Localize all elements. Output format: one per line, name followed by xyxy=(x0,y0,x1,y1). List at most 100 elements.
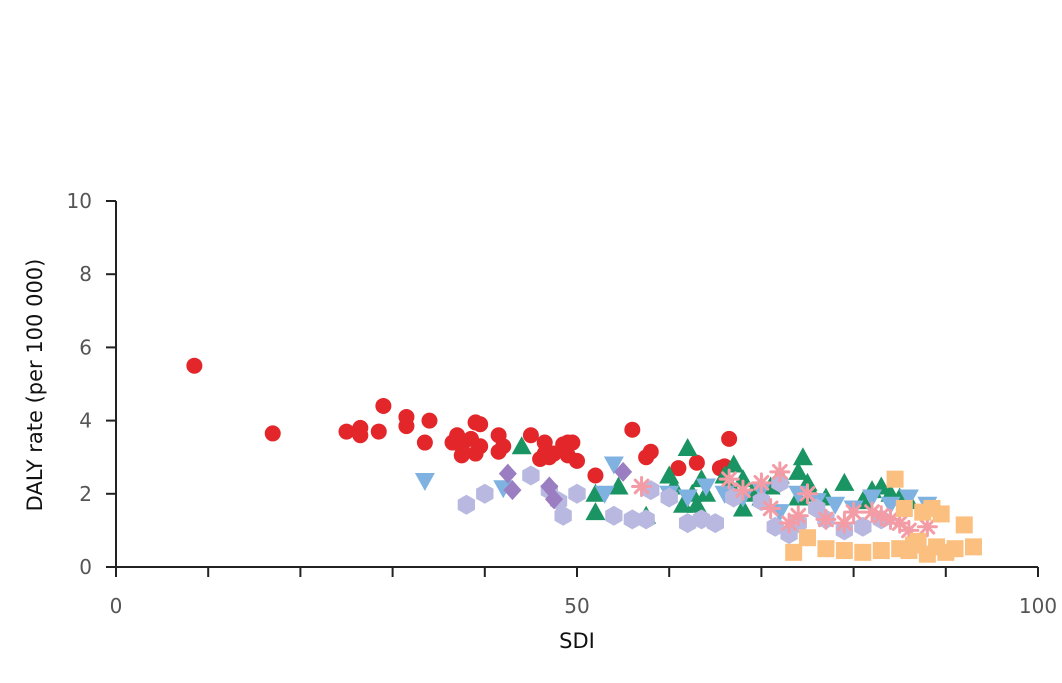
y-tick-label: 0 xyxy=(79,555,92,579)
data-point-circle xyxy=(569,452,585,469)
x-tick-label: 0 xyxy=(110,594,123,618)
data-point-hexagon xyxy=(692,509,711,530)
data-point-triangle-down xyxy=(898,489,919,508)
y-tick-label: 10 xyxy=(67,189,92,213)
data-point-triangle-down xyxy=(603,456,624,475)
data-point-triangle-up xyxy=(673,494,694,513)
data-point-asterisk xyxy=(889,512,911,534)
data-point-triangle-down xyxy=(594,485,615,504)
data-point-hexagon xyxy=(679,513,697,534)
data-point-circle xyxy=(536,434,553,451)
y-axis-title: DALY rate (per 100 000) xyxy=(23,259,47,512)
data-point-hexagon xyxy=(623,509,641,530)
data-point-circle xyxy=(472,438,489,455)
y-tick-label: 8 xyxy=(79,262,92,286)
data-point-asterisk xyxy=(760,497,782,519)
data-point-circle xyxy=(398,418,415,435)
data-point-circle xyxy=(264,425,281,442)
data-point-hexagon xyxy=(660,487,678,508)
data-point-hexagon xyxy=(752,491,771,512)
data-point-square xyxy=(946,540,964,558)
data-point-hexagon xyxy=(854,516,872,537)
data-point-square xyxy=(817,540,835,558)
data-point-triangle-up xyxy=(732,469,753,488)
y-tick-label: 6 xyxy=(79,335,92,359)
data-point-circle xyxy=(688,454,705,471)
data-point-circle xyxy=(587,467,604,484)
data-point-triangle-down xyxy=(696,478,717,497)
data-point-asterisk xyxy=(843,501,865,523)
data-point-square xyxy=(895,499,913,517)
data-point-circle xyxy=(721,430,738,447)
data-point-square xyxy=(909,532,927,550)
data-point-diamond xyxy=(544,489,563,510)
data-points xyxy=(186,357,982,563)
data-point-triangle-down xyxy=(677,489,698,508)
data-point-square xyxy=(955,516,973,534)
data-point-circle xyxy=(564,434,581,451)
data-point-triangle-up xyxy=(788,461,809,480)
data-point-hexagon xyxy=(568,483,586,504)
data-point-triangle-up xyxy=(511,436,532,455)
data-point-asterisk xyxy=(750,472,772,494)
data-point-triangle-up xyxy=(585,483,606,502)
data-point-triangle-down xyxy=(825,496,846,515)
data-point-triangle-up xyxy=(834,472,855,491)
data-point-circle xyxy=(495,438,512,455)
axes: 0 50 100 0 2 4 6 8 10 xyxy=(67,189,1058,618)
data-point-hexagon xyxy=(637,509,655,530)
data-point-hexagon xyxy=(476,483,494,504)
data-point-triangle-down xyxy=(880,496,901,515)
data-point-triangle-down xyxy=(493,480,514,499)
data-point-square xyxy=(872,542,890,560)
data-point-triangle-down xyxy=(862,489,883,508)
data-point-circle xyxy=(421,412,438,429)
data-point-hexagon xyxy=(605,505,623,526)
y-tick-label: 4 xyxy=(79,409,92,433)
data-point-circle xyxy=(624,421,641,438)
data-point-triangle-down xyxy=(414,472,435,491)
data-point-circle xyxy=(670,460,687,477)
x-tick-label: 100 xyxy=(1019,594,1057,618)
data-point-circle xyxy=(642,443,659,460)
data-point-hexagon xyxy=(522,465,540,486)
y-tick-label: 2 xyxy=(79,482,92,506)
data-point-square xyxy=(854,543,872,561)
data-point-diamond xyxy=(614,461,633,482)
data-point-triangle-up xyxy=(608,476,629,495)
data-point-square xyxy=(932,505,950,523)
data-point-hexagon xyxy=(706,513,724,534)
data-point-asterisk xyxy=(815,508,837,530)
data-point-triangle-up xyxy=(585,502,606,521)
data-point-hexagon xyxy=(554,505,572,526)
data-point-asterisk xyxy=(631,475,653,497)
data-point-hexagon xyxy=(725,487,743,508)
data-point-asterisk xyxy=(787,505,809,527)
data-point-triangle-up xyxy=(686,494,707,513)
data-point-triangle-up xyxy=(677,438,698,457)
data-point-asterisk xyxy=(769,461,791,483)
data-point-circle xyxy=(416,434,433,451)
data-point-square xyxy=(799,529,816,547)
data-point-square xyxy=(964,538,982,556)
data-point-triangle-up xyxy=(723,454,744,473)
data-point-asterisk xyxy=(916,516,938,538)
data-point-circle xyxy=(472,416,489,433)
x-tick-label: 50 xyxy=(564,594,589,618)
data-point-hexagon xyxy=(457,494,475,515)
data-point-square xyxy=(785,543,803,561)
data-point-diamond xyxy=(503,480,522,501)
data-point-circle xyxy=(338,423,355,440)
data-point-asterisk xyxy=(797,483,818,505)
data-point-circle xyxy=(375,397,392,414)
data-point-circle xyxy=(370,423,387,440)
data-point-square xyxy=(835,542,853,560)
data-point-triangle-up xyxy=(792,447,813,466)
x-axis-title: SDI xyxy=(559,629,595,653)
data-point-circle xyxy=(186,357,203,374)
data-point-circle xyxy=(352,427,369,444)
data-point-square xyxy=(886,470,904,488)
data-point-diamond xyxy=(498,463,517,484)
data-point-circle xyxy=(522,427,539,444)
